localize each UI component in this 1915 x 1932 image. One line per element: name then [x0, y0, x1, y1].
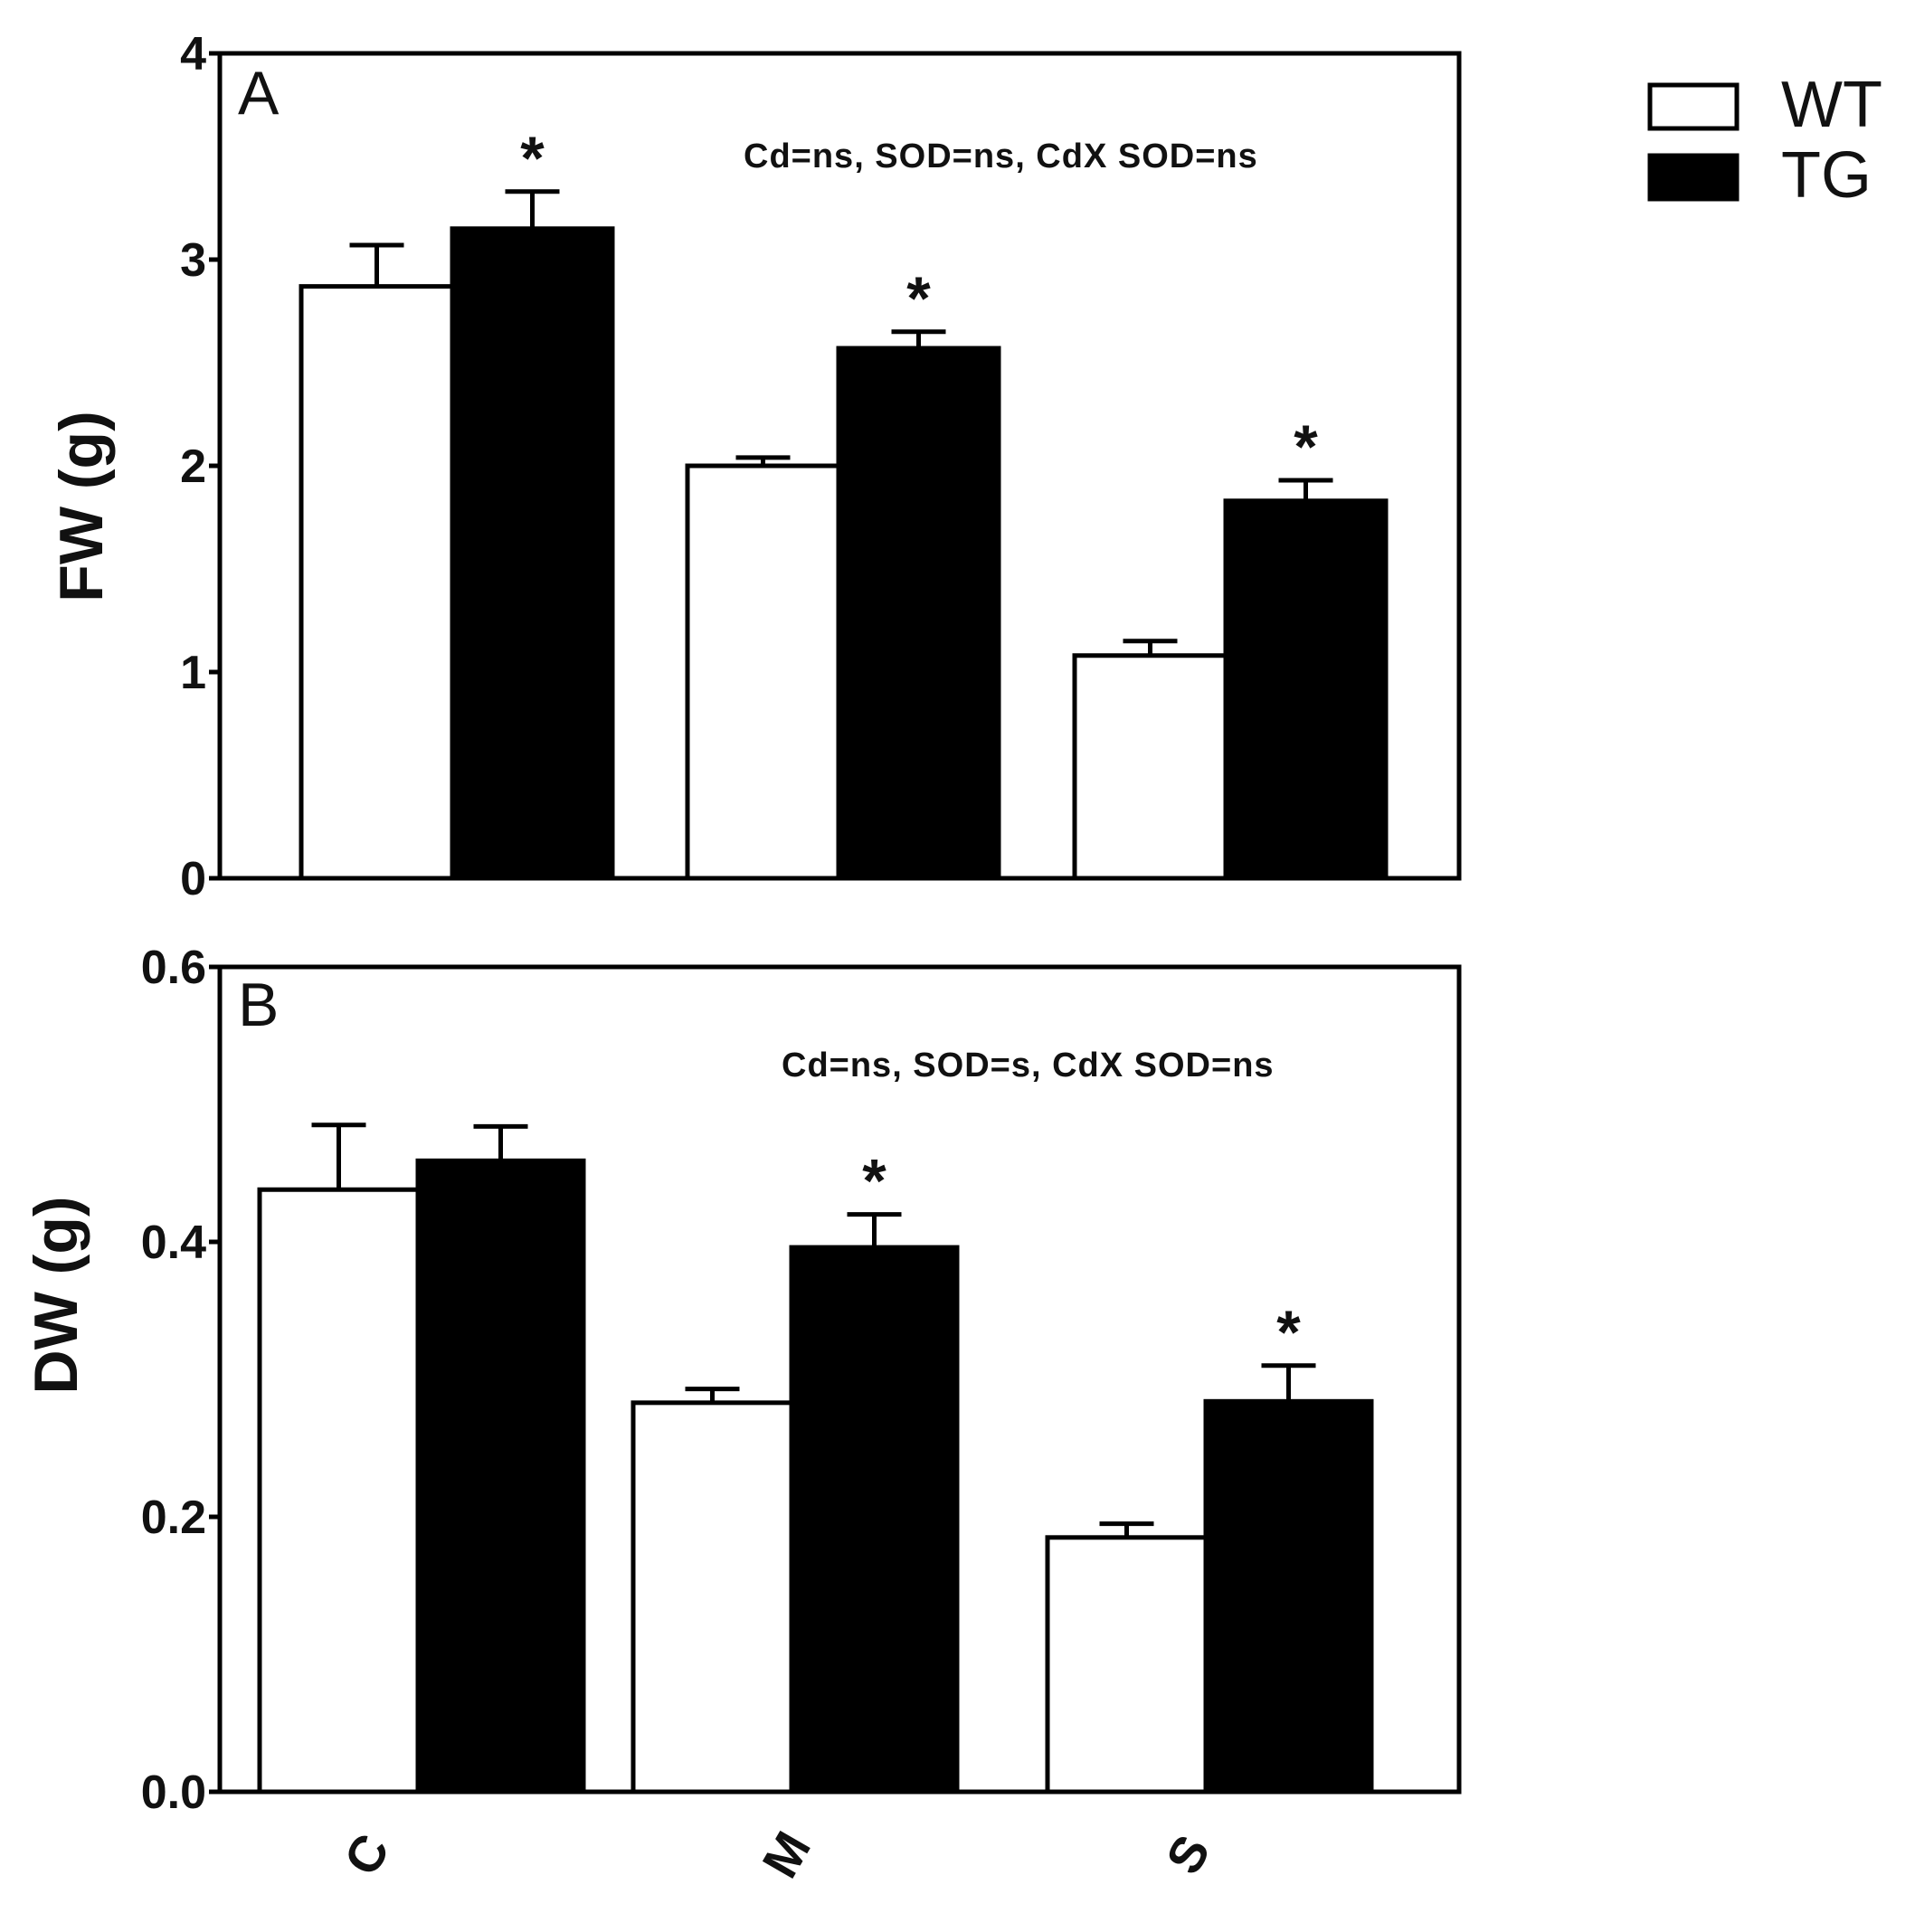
y-tick-label: 2	[180, 440, 206, 493]
panel-a-annotation: Cd=ns, SOD=ns, CdX SOD=ns	[744, 137, 1258, 175]
panel-a-y-ticks: 0 1 2 3 4	[180, 28, 220, 905]
y-tick-label: 0	[180, 853, 206, 905]
y-tick-label: 0.4	[141, 1217, 206, 1269]
panel-a-letter: A	[238, 59, 280, 128]
bar-tg-m-significance-star: *	[906, 264, 931, 333]
y-tick-label: 0.0	[141, 1766, 206, 1819]
panel-b-letter: B	[238, 971, 279, 1039]
bar-wt-s	[1072, 653, 1228, 881]
bar-tg-c	[415, 1158, 586, 1795]
bar-wt-s	[1045, 1535, 1209, 1795]
bar-tg-s-significance-star: *	[1294, 412, 1318, 481]
bar-tg-s	[1223, 498, 1389, 881]
y-tick-label: 0.6	[141, 942, 206, 994]
panel-a-bars: * * *	[299, 124, 1389, 881]
panel-b-y-axis-title: DW (g)	[22, 1196, 90, 1394]
panel-b-annotation: Cd=ns, SOD=s, CdX SOD=ns	[782, 1046, 1275, 1084]
bar-tg-m	[836, 346, 1001, 881]
x-tick-label-c: C	[333, 1824, 401, 1885]
panel-b-y-ticks: 0.0 0.2 0.4 0.6	[141, 942, 220, 1819]
panel-b-bars: **	[257, 1122, 1374, 1795]
panel-b: B Cd=ns, SOD=s, CdX SOD=ns DW (g) 0.0 0.2…	[22, 942, 1462, 1819]
y-tick-label: 4	[180, 28, 206, 80]
bar-tg-c	[450, 226, 615, 881]
bar-tg-m-significance-star: *	[862, 1147, 886, 1216]
legend-swatch-tg	[1647, 153, 1740, 202]
x-tick-label-m: M	[751, 1822, 821, 1887]
legend: WT TG	[1647, 69, 1882, 212]
bar-wt-m	[685, 463, 841, 881]
y-tick-label: 1	[180, 647, 206, 699]
bar-wt-c	[299, 284, 455, 881]
x-tick-label-s: S	[1154, 1825, 1220, 1883]
y-tick-label: 3	[180, 234, 206, 287]
bar-tg-c-significance-star: *	[520, 124, 545, 193]
bar-tg-m	[789, 1245, 960, 1795]
y-tick-label: 0.2	[141, 1492, 206, 1544]
bar-tg-s	[1203, 1398, 1374, 1795]
bar-wt-c	[257, 1187, 421, 1795]
legend-swatch-wt	[1647, 82, 1740, 131]
panel-a-y-axis-title: FW (g)	[47, 411, 116, 601]
bar-wt-m	[630, 1400, 794, 1795]
panel-a: A Cd=ns, SOD=ns, CdX SOD=ns FW (g) 0 1 2 3 4…	[47, 28, 1462, 905]
legend-label-wt: WT	[1781, 69, 1882, 141]
legend-label-tg: TG	[1781, 139, 1872, 212]
bar-tg-s-significance-star: *	[1276, 1298, 1301, 1367]
